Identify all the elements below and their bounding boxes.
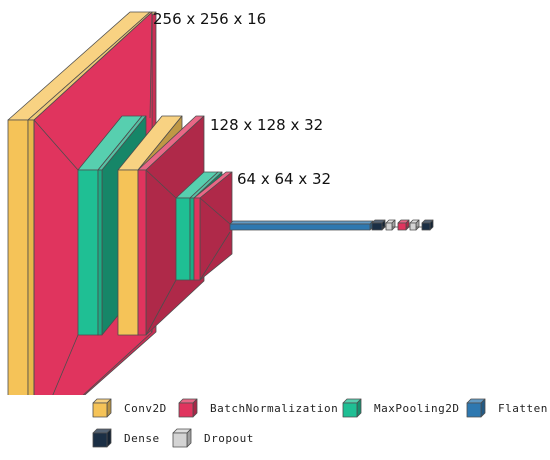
conv2d-swatch-icon-front (92, 402, 108, 418)
legend-item-batchnormalization: BatchNormalization (178, 398, 338, 418)
legend-label-dense: Dense (124, 431, 160, 445)
block3-maxpool-layer-front-face (175, 197, 191, 281)
flatten-layer-top-face (229, 220, 374, 225)
block2-to-block3-edge-bottom (145, 279, 177, 336)
tail-batch-normalization-layer-3-front-face (397, 222, 407, 231)
block3-to-flatten-edge-bottom (199, 231, 231, 281)
block1-conv2d-layer-front-face (7, 119, 29, 395)
flatten-layer-front-face (229, 223, 371, 231)
tail-dropout-layer-4 (409, 219, 420, 231)
block2-bn-layer-front-face (137, 169, 147, 336)
cnn-architecture-diagram: 256 x 256 x 16 128 x 128 x 32 64 x 64 x … (7, 10, 434, 395)
legend: Conv2D BatchNormalization MaxPooling2D F… (92, 396, 548, 452)
block3-maxpool-edge-layer-front-face (189, 197, 195, 281)
block2-maxpool-edge-layer-front-face (97, 169, 103, 336)
flatten-swatch-icon-front (466, 402, 482, 418)
legend-item-dropout: Dropout (172, 428, 254, 448)
tail-dropout-layer-2-front-face (385, 222, 393, 231)
batchnormalization-swatch-icon (178, 398, 198, 418)
block3-bn-layer-front-face (193, 197, 201, 281)
legend-label-maxpooling2d: MaxPooling2D (374, 401, 460, 415)
block2-to-block3-edge-top (145, 169, 177, 199)
block1-to-block2-edge-bottom-left (52, 334, 79, 395)
tail-dense-layer-5-front-face (421, 222, 431, 231)
legend-label-batchnormalization: BatchNormalization (210, 401, 339, 415)
dense-swatch-icon (92, 428, 112, 448)
maxpooling2d-swatch-icon (342, 398, 362, 418)
block2-conv2d-layer-front-face (117, 169, 139, 336)
legend-label-dropout: Dropout (204, 431, 254, 445)
maxpooling2d-swatch-icon-front (342, 402, 358, 418)
tail-dropout-layer-4-front-face (409, 222, 417, 231)
dim-label-block-2: 128 x 128 x 32 (210, 116, 323, 134)
tail-dense-layer-1-front-face (371, 222, 383, 231)
block1-to-block2-edge-top-left (33, 119, 79, 171)
legend-item-conv2d: Conv2D (92, 398, 167, 418)
conv2d-swatch-icon (92, 398, 112, 418)
dimension-labels: 256 x 256 x 16 128 x 128 x 32 64 x 64 x … (153, 10, 331, 188)
layer-stack (7, 11, 434, 395)
flatten-layer (229, 220, 374, 231)
block1-conv2d-edge-layer-front-face (27, 119, 35, 395)
legend-item-dense: Dense (92, 428, 160, 448)
tail-dropout-layer-2 (385, 219, 396, 231)
legend-label-conv2d: Conv2D (124, 401, 167, 415)
block3-bn-layer (193, 171, 233, 281)
tail-batch-normalization-layer-3 (397, 219, 410, 231)
block2-maxpool-layer-front-face (77, 169, 99, 336)
dense-swatch-icon-front (92, 432, 108, 448)
dim-label-block-3: 64 x 64 x 32 (237, 170, 331, 188)
legend-label-flatten: Flatten (498, 401, 548, 415)
dim-label-block-1: 256 x 256 x 16 (153, 10, 266, 28)
tail-dense-layer-1 (371, 219, 386, 231)
dropout-swatch-icon-front (172, 432, 188, 448)
block1-to-block2-edge-top-right (149, 11, 153, 119)
dropout-swatch-icon (172, 428, 192, 448)
legend-item-flatten: Flatten (466, 398, 548, 418)
block3-to-flatten-edge-top (199, 197, 231, 225)
legend-item-maxpooling2d: MaxPooling2D (342, 398, 459, 418)
tail-dense-layer-5 (421, 219, 434, 231)
batchnormalization-swatch-icon-front (178, 402, 194, 418)
flatten-swatch-icon (466, 398, 486, 418)
